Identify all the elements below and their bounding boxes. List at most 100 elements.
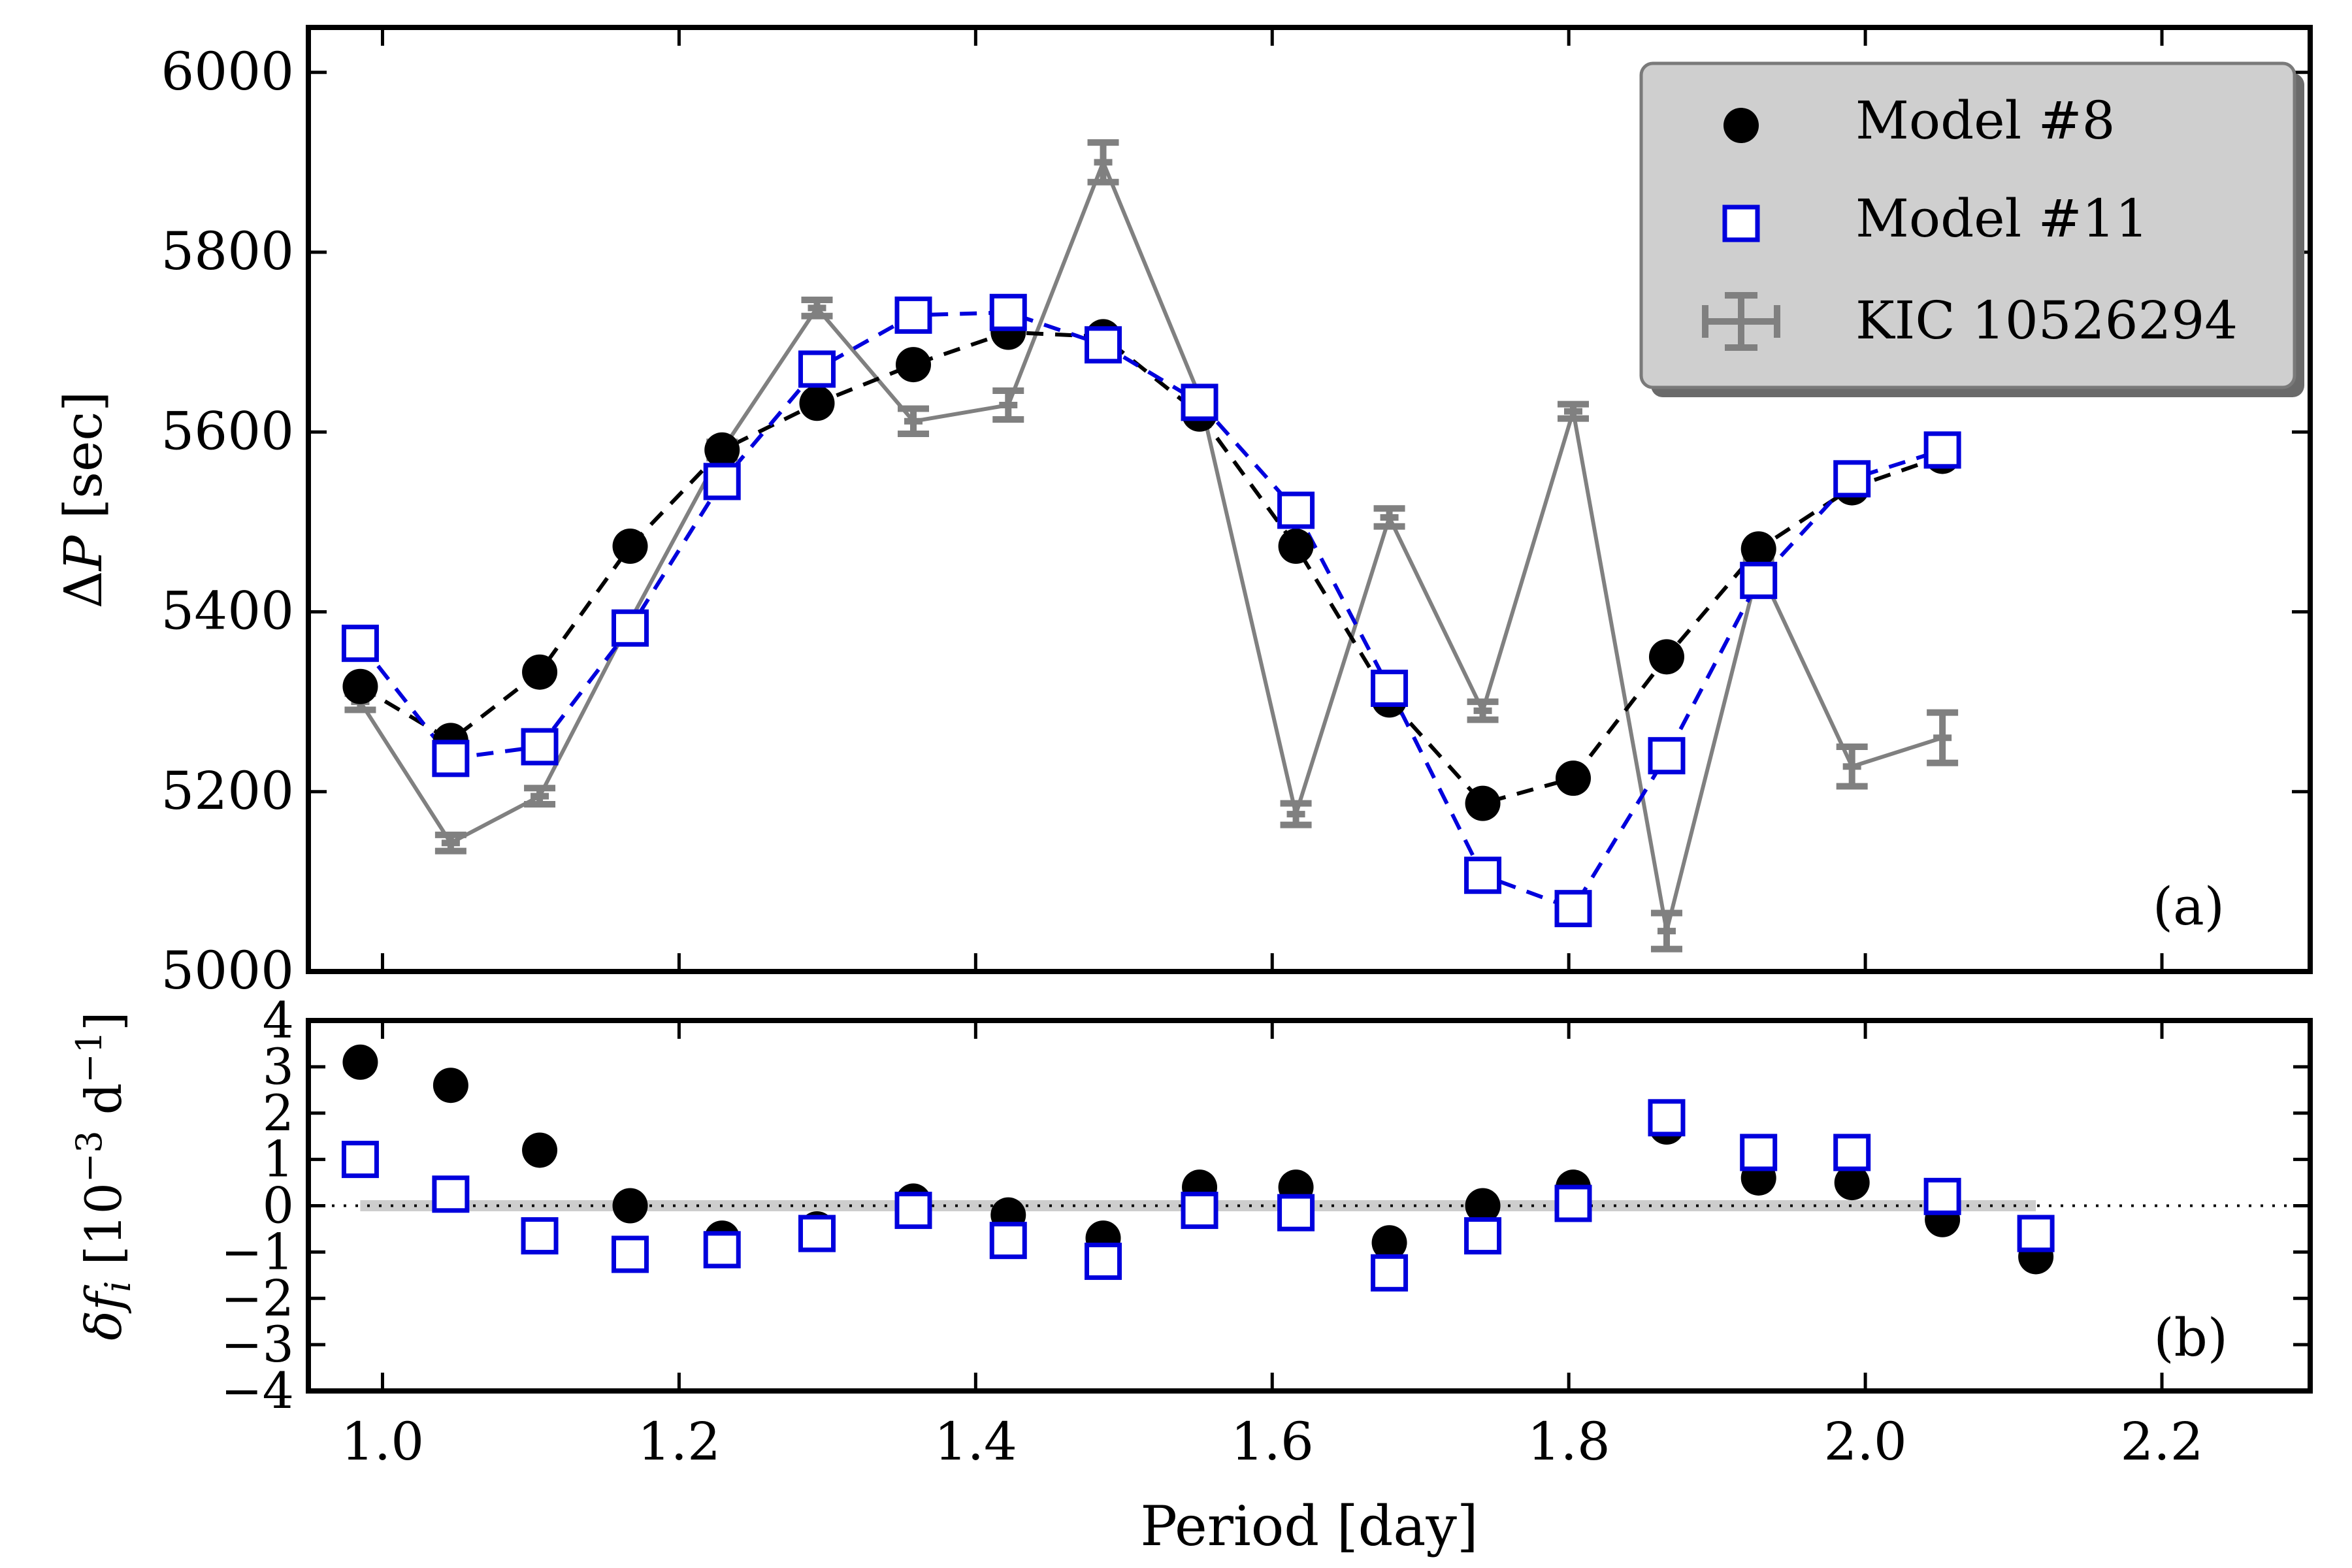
x-tick-label: 2.2 xyxy=(2120,1411,2203,1472)
model8-residual xyxy=(522,1132,558,1168)
legend-marker-kic xyxy=(1702,292,1780,351)
panel-a-ytick-label: 5800 xyxy=(161,221,294,282)
panel-b-ytick-label: 1 xyxy=(263,1130,294,1188)
model8-residual xyxy=(342,1044,378,1080)
model11-point xyxy=(1464,857,1502,894)
model11-residual xyxy=(1464,1217,1502,1255)
x-tick-label: 1.4 xyxy=(934,1411,1017,1472)
legend-box xyxy=(1639,61,2296,389)
model11-point xyxy=(1181,384,1218,421)
panel-b-x-ticks: 1.0 1.2 1.4 1.6 1.8 2.0 2.2 xyxy=(341,1021,2204,1472)
model8-residual xyxy=(612,1188,648,1224)
model11-point xyxy=(1833,460,1871,498)
model11-residual xyxy=(989,1222,1027,1260)
model11-residual xyxy=(612,1235,649,1273)
panel-b-ylabel-exp1: −3 xyxy=(69,1130,110,1183)
model11-residual xyxy=(1648,1099,1686,1137)
panel-b-ytick-label: 0 xyxy=(263,1177,294,1235)
model11-residual xyxy=(432,1175,470,1213)
kic-errorbar xyxy=(1557,400,1589,422)
kic-errorbar xyxy=(801,296,833,319)
panel-a-ytick-label: 5000 xyxy=(161,940,294,1001)
panel-b-ytick-label: −2 xyxy=(221,1269,294,1327)
kic-errorbar xyxy=(992,387,1024,423)
kic-errorbar xyxy=(1927,709,1959,766)
legend-marker-model11 xyxy=(1722,204,1760,242)
legend-marker-model8 xyxy=(1723,108,1759,143)
panel-b-ytick-label: 3 xyxy=(263,1037,294,1096)
panel-a: 5000 5200 5400 5600 5800 6000 ΔP [sec] (a) Mo… xyxy=(53,25,2313,1001)
kic-errorbar xyxy=(1373,505,1405,530)
model8-residual xyxy=(1371,1225,1407,1261)
model11-point xyxy=(1085,326,1122,364)
model11-point xyxy=(989,293,1027,331)
kic-errorbar xyxy=(1836,743,1868,790)
panel-a-markers xyxy=(341,139,1961,953)
x-tick-label: 2.0 xyxy=(1823,1411,1906,1472)
model11-point xyxy=(798,350,836,388)
model11-residual xyxy=(2017,1215,2055,1252)
model11-residual xyxy=(703,1231,741,1269)
panel-b-label: (b) xyxy=(2153,1307,2228,1368)
kic-errorbar xyxy=(434,831,466,855)
panel-a-ytick-label: 6000 xyxy=(161,41,294,102)
panel-b-plot-area xyxy=(308,1044,2310,1292)
model11-residual xyxy=(1923,1177,1961,1215)
legend-label-kic: KIC 10526294 xyxy=(1855,290,2238,351)
model8-point xyxy=(1740,531,1776,567)
model11-point xyxy=(1648,737,1686,775)
model8-point xyxy=(342,668,378,704)
panel-b-ylabel-exp2: −1 xyxy=(69,1031,110,1083)
model11-residual xyxy=(341,1141,379,1179)
kic-errorbar xyxy=(898,405,930,438)
model11-point xyxy=(1277,491,1315,529)
model11-point xyxy=(432,740,470,777)
kic-errorbar xyxy=(1087,139,1119,186)
model11-residual xyxy=(1181,1192,1218,1230)
model11-point xyxy=(341,625,379,662)
panel-a-y-ticks: 5000 5200 5400 5600 5800 6000 xyxy=(161,41,2310,1001)
panel-b-ylabel-delta: δ xyxy=(74,1311,133,1341)
x-axis-label: Period [day] xyxy=(1140,1494,1478,1558)
model8-residual xyxy=(433,1068,468,1103)
kic-errorbar xyxy=(1467,698,1499,723)
model11-residual xyxy=(798,1215,836,1252)
panel-a-plot-area xyxy=(341,139,1961,953)
panel-a-ytick-label: 5600 xyxy=(161,400,294,461)
panel-b-ytick-label: −1 xyxy=(221,1222,294,1281)
panel-b-ytick-label: 4 xyxy=(263,991,294,1049)
model8-point xyxy=(1555,760,1591,796)
model8-point xyxy=(1278,529,1314,564)
legend-label-model11: Model #11 xyxy=(1855,188,2148,249)
kic-errorbar xyxy=(1280,800,1312,828)
panel-a-ylabel-unit: [sec] xyxy=(53,391,114,536)
panel-b-ytick-label: −3 xyxy=(221,1315,294,1373)
legend-label-model8: Model #8 xyxy=(1855,90,2115,151)
model11-residual xyxy=(1085,1243,1122,1281)
model11-point xyxy=(703,463,741,500)
model11-residual xyxy=(1740,1134,1778,1171)
model8-point xyxy=(1648,639,1684,675)
model8-point xyxy=(612,529,648,564)
model8-point xyxy=(522,654,558,690)
model8-residual xyxy=(1465,1188,1501,1224)
panel-a-ylabel: ΔP [sec] xyxy=(53,391,114,609)
model11-point xyxy=(1923,431,1961,469)
model11-residual xyxy=(894,1192,932,1230)
model8-residual xyxy=(1834,1165,1870,1201)
model11-residual xyxy=(1277,1194,1315,1232)
panel-a-x-ticks xyxy=(380,27,2164,972)
panel-b-frame xyxy=(306,1018,2313,1394)
panel-b-ylabel-mid: d xyxy=(74,1083,133,1131)
model8-line xyxy=(359,330,1944,806)
panel-a-ytick-label: 5400 xyxy=(161,581,294,642)
model11-point xyxy=(894,296,932,334)
model8-point xyxy=(896,347,932,383)
model11-residual xyxy=(1554,1184,1592,1222)
model11-point xyxy=(1554,890,1592,928)
model11-point xyxy=(1740,561,1778,599)
kic-line xyxy=(1851,736,1944,769)
